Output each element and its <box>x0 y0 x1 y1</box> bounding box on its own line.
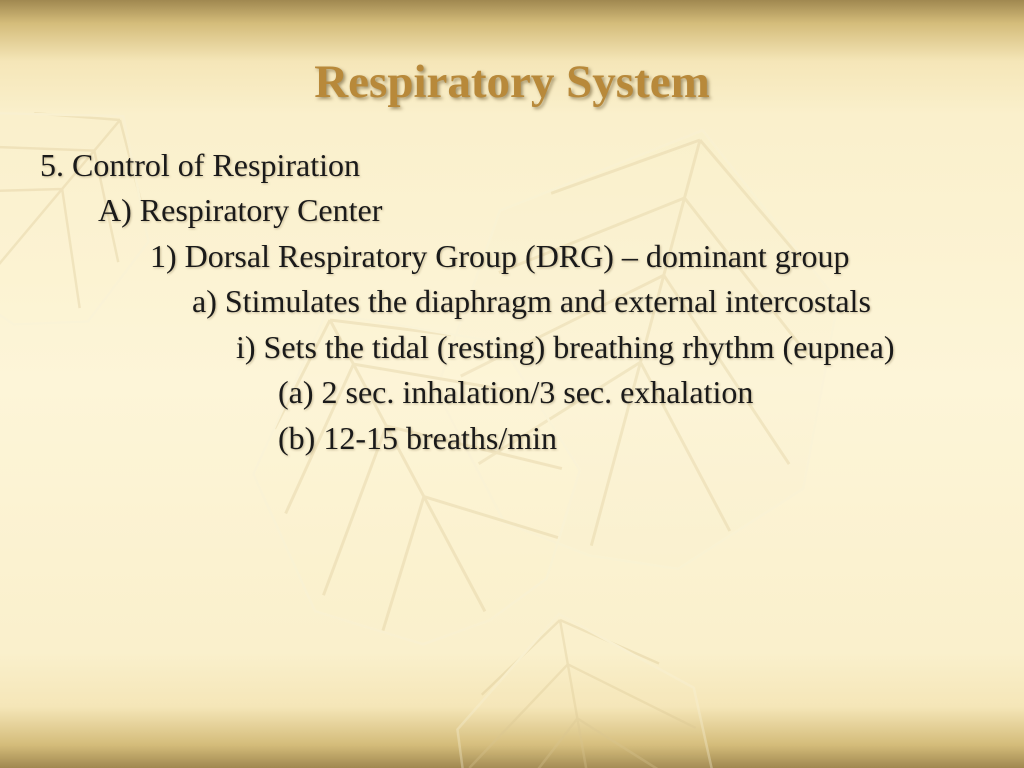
outline-level-4: i) Sets the tidal (resting) breathing rh… <box>236 325 984 370</box>
outline-level-1: A) Respiratory Center <box>98 188 984 233</box>
slide-body: 5. Control of Respiration A) Respiratory… <box>40 143 984 461</box>
outline-level-2: 1) Dorsal Respiratory Group (DRG) – domi… <box>150 234 984 279</box>
outline-level-0: 5. Control of Respiration <box>40 143 984 188</box>
outline-level-5: (b) 12-15 breaths/min <box>278 416 984 461</box>
outline-level-3: a) Stimulates the diaphragm and external… <box>192 279 984 324</box>
slide: Respiratory System 5. Control of Respira… <box>0 0 1024 768</box>
slide-title: Respiratory System <box>40 55 984 109</box>
outline-level-5: (a) 2 sec. inhalation/3 sec. exhalation <box>278 370 984 415</box>
